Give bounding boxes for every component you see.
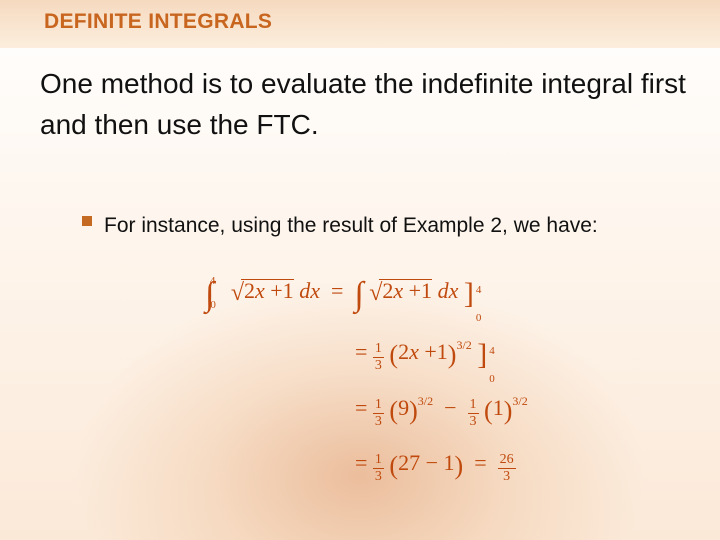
equation-line-3: = 13 (9)3/2 − 13 (1)3/2 <box>355 394 528 429</box>
bullet-text: For instance, using the result of Exampl… <box>104 212 680 240</box>
slide-title: DEFINITE INTEGRALS <box>44 10 272 34</box>
square-bullet-icon <box>82 216 92 226</box>
equation-line-2: = 13 (2x +1)3/2 ]40 <box>355 338 487 373</box>
body-paragraph: One method is to evaluate the indefinite… <box>40 64 690 145</box>
equation-line-4: = 13 (27 − 1) = 263 <box>355 450 516 484</box>
bullet-item: For instance, using the result of Exampl… <box>82 212 680 240</box>
equation-line-1: ∫04 √2x +1 dx = ∫ √2x +1 dx ]40 <box>205 275 474 314</box>
